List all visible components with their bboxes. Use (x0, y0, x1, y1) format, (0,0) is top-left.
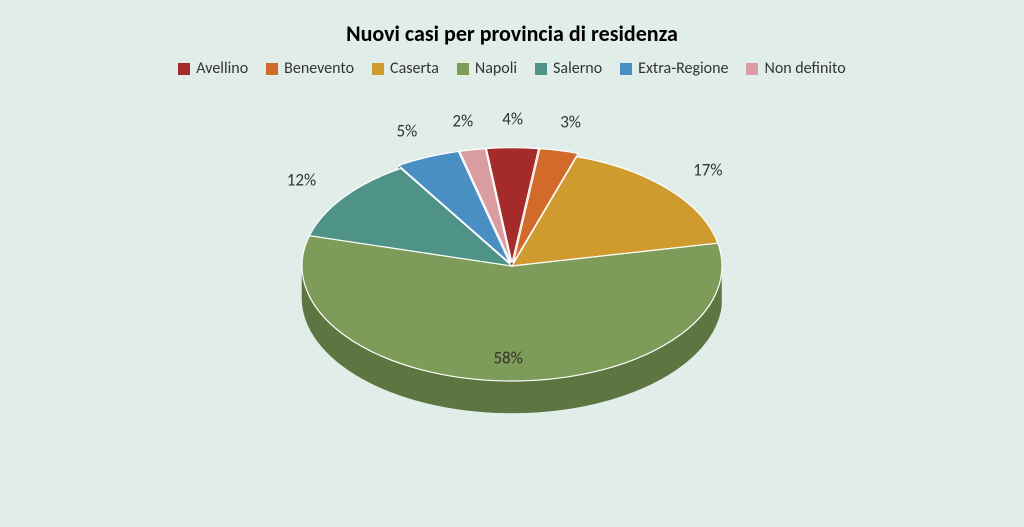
legend-swatch (178, 63, 190, 75)
legend-item-salerno: Salerno (535, 59, 602, 78)
data-label-non-definito: 2% (452, 111, 473, 132)
chart-container: Nuovi casi per provincia di residenza Av… (0, 0, 1024, 527)
data-label-caserta: 17% (693, 160, 722, 181)
legend-item-extra-regione: Extra-Regione (620, 59, 728, 78)
data-label-benevento: 3% (560, 112, 581, 133)
legend-swatch (372, 63, 384, 75)
legend-item-napoli: Napoli (457, 59, 517, 78)
legend-item-non-definito: Non definito (746, 59, 845, 78)
legend-swatch (620, 63, 632, 75)
legend-swatch (457, 63, 469, 75)
legend-item-avellino: Avellino (178, 59, 248, 78)
legend-label: Caserta (390, 59, 439, 78)
legend-item-benevento: Benevento (266, 59, 354, 78)
pie-chart (192, 96, 832, 496)
data-label-extra-regione: 5% (397, 120, 418, 141)
legend-label: Napoli (475, 59, 517, 78)
data-label-salerno: 12% (287, 170, 316, 191)
legend-swatch (535, 63, 547, 75)
data-label-avellino: 4% (502, 108, 523, 129)
legend-swatch (746, 63, 758, 75)
legend-swatch (266, 63, 278, 75)
data-label-napoli: 58% (493, 348, 522, 369)
legend-label: Non definito (764, 59, 845, 78)
legend: Avellino Benevento Caserta Napoli Salerno Ext… (0, 59, 1024, 78)
legend-label: Avellino (196, 59, 248, 78)
legend-item-caserta: Caserta (372, 59, 439, 78)
legend-label: Salerno (553, 59, 602, 78)
pie-area: 4% 3% 17% 58% 12% 5% 2% (0, 88, 1024, 488)
legend-label: Benevento (284, 59, 354, 78)
chart-title: Nuovi casi per provincia di residenza (0, 0, 1024, 59)
legend-label: Extra-Regione (638, 59, 728, 78)
